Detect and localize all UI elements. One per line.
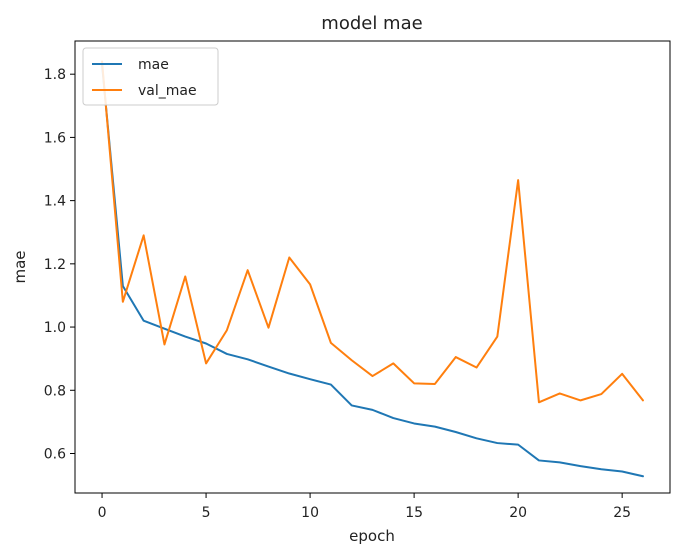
x-tick-label: 5 — [202, 505, 211, 521]
y-tick-label: 1.4 — [44, 194, 66, 210]
y-axis: 0.6 0.8 1.0 1.2 1.4 1.6 1.8 — [44, 67, 75, 462]
series-layer — [101, 60, 644, 478]
x-tick-label: 0 — [98, 505, 107, 521]
chart-title: model mae — [321, 13, 422, 34]
y-tick-label: 1.8 — [44, 67, 66, 83]
y-tick-label: 0.8 — [44, 383, 66, 399]
legend-label-val-mae: val_mae — [138, 83, 197, 99]
plot-area — [74, 40, 671, 494]
x-axis: 0 5 10 15 20 25 — [98, 493, 631, 521]
x-tick-label: 25 — [613, 505, 631, 521]
legend: mae val_mae — [82, 47, 219, 106]
x-axis-label: epoch — [349, 527, 395, 545]
y-tick-label: 1.6 — [44, 130, 66, 146]
series-line-mae — [101, 63, 644, 478]
x-tick-label: 10 — [301, 505, 319, 521]
legend-label-mae: mae — [138, 57, 169, 73]
x-tick-label: 15 — [405, 505, 423, 521]
y-axis-label: mae — [11, 250, 29, 283]
series-line-val-mae — [101, 60, 644, 404]
x-tick-label: 20 — [509, 505, 527, 521]
y-tick-label: 1.0 — [44, 320, 66, 336]
y-tick-label: 1.2 — [44, 257, 66, 273]
axes-frame — [74, 40, 671, 494]
y-tick-label: 0.6 — [44, 446, 66, 462]
